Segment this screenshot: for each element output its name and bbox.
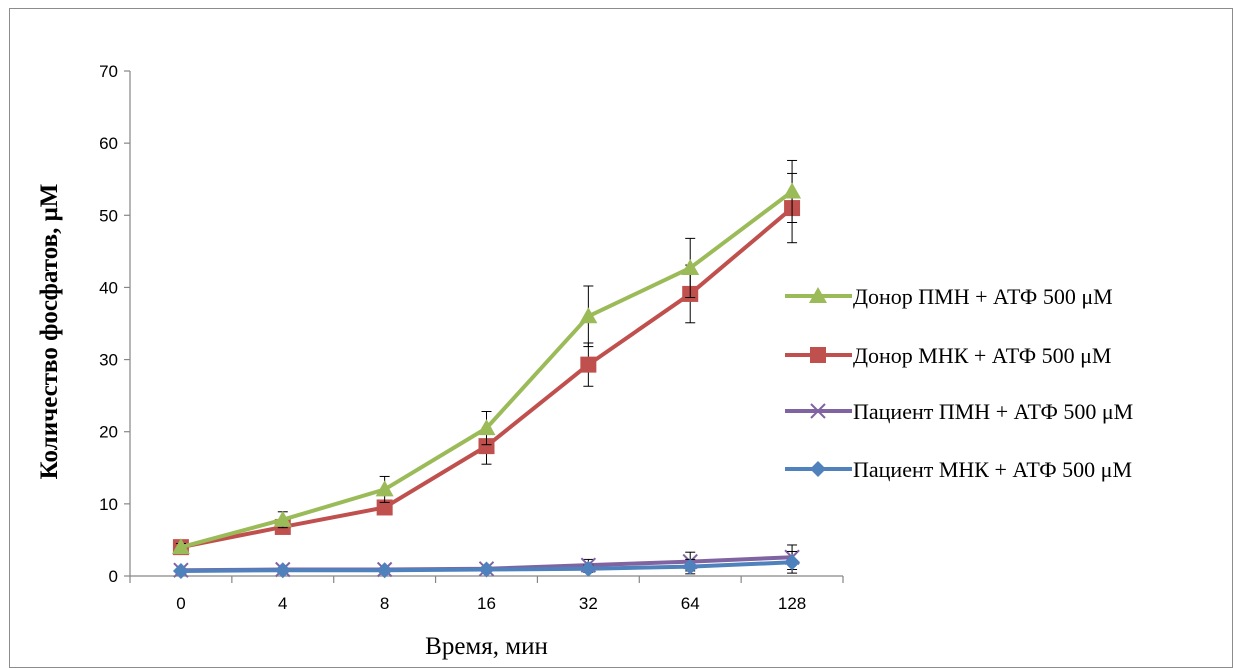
series-layer <box>171 159 802 579</box>
series-line <box>180 189 794 550</box>
line-chart: 0 10 20 30 40 50 60 70 0 4 8 16 32 64 128 Донор ПМН + … <box>36 62 1133 660</box>
x-tick-label: 4 <box>278 594 287 613</box>
y-tick-label: 0 <box>109 567 118 586</box>
data-point <box>681 258 700 275</box>
data-point <box>580 560 597 577</box>
legend-marker <box>810 347 826 363</box>
legend-label: Донор ПМН + АТФ 500 μM <box>853 284 1113 309</box>
data-point <box>172 562 189 579</box>
data-point <box>376 499 393 516</box>
axes: 0 10 20 30 40 50 60 70 0 4 8 16 32 64 128 <box>99 62 844 613</box>
data-point <box>376 562 393 579</box>
legend-item-4: Пациент МНК + АТФ 500 μM <box>785 457 1132 482</box>
data-point <box>580 356 597 373</box>
data-point <box>477 419 496 436</box>
y-tick-label: 30 <box>99 351 118 370</box>
legend-marker <box>810 461 826 477</box>
legend-item-3: Пациент ПМН + АТФ 500 μM <box>785 399 1133 424</box>
series-1 <box>171 159 802 555</box>
data-point <box>682 558 699 575</box>
y-tick-label: 70 <box>99 62 118 81</box>
data-point <box>375 480 394 497</box>
x-tick-label: 64 <box>681 594 700 613</box>
legend-marker <box>810 403 826 419</box>
x-tick-label: 128 <box>778 594 806 613</box>
data-point <box>274 562 291 579</box>
y-tick-label: 60 <box>99 134 118 153</box>
chart-frame: 0 10 20 30 40 50 60 70 0 4 8 16 32 64 128 Донор ПМН + … <box>9 8 1233 668</box>
data-point <box>273 510 292 527</box>
y-tick-label: 20 <box>99 423 118 442</box>
data-point <box>478 438 495 455</box>
data-point <box>171 538 190 555</box>
data-point <box>783 182 802 199</box>
data-point <box>478 561 495 578</box>
legend-label: Пациент ПМН + АТФ 500 μM <box>853 399 1133 424</box>
x-axis-title: Время, мин <box>425 633 548 660</box>
y-axis-title: Количество фосфатов, μM <box>36 184 63 480</box>
x-tick-label: 16 <box>477 594 496 613</box>
legend: Донор ПМН + АТФ 500 μM Донор МНК + АТФ 50… <box>785 284 1133 482</box>
series-2 <box>172 172 801 556</box>
series-4 <box>172 550 801 579</box>
x-tick-label: 32 <box>579 594 598 613</box>
legend-label: Донор МНК + АТФ 500 μM <box>853 343 1111 368</box>
legend-item-1: Донор ПМН + АТФ 500 μM <box>785 284 1113 309</box>
legend-label: Пациент МНК + АТФ 500 μM <box>853 457 1132 482</box>
data-point <box>579 307 598 324</box>
y-tick-label: 50 <box>99 206 118 225</box>
legend-item-2: Донор МНК + АТФ 500 μM <box>785 343 1111 368</box>
data-point <box>784 554 801 571</box>
x-tick-label: 8 <box>380 594 389 613</box>
y-tick-label: 10 <box>99 495 118 514</box>
x-tick-label: 0 <box>176 594 185 613</box>
legend-marker <box>809 287 827 303</box>
y-tick-label: 40 <box>99 278 118 297</box>
